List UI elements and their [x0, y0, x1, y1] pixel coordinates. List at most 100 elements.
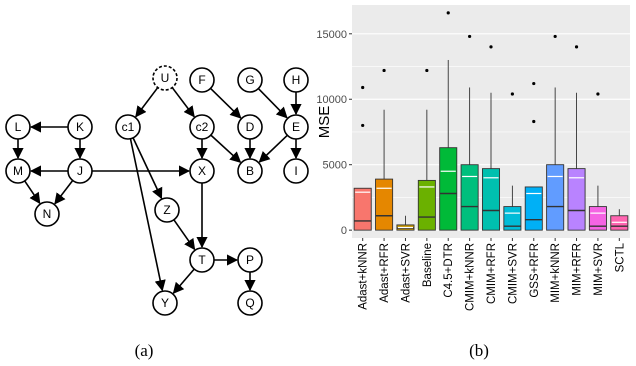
outlier-point: [382, 68, 386, 73]
node-g: G: [237, 67, 263, 93]
node-label-j: J: [77, 164, 83, 178]
y-axis-ticks: 0 5000 10000 15000: [316, 29, 352, 237]
outlier-point: [446, 11, 450, 15]
y-tick-label: 5000: [323, 160, 347, 172]
graph-edges: [12, 87, 302, 294]
box-adast-knnr: [353, 85, 372, 231]
node-label-g: G: [245, 73, 254, 87]
node-circle-y: [152, 290, 178, 316]
box-c4-5-dtr: [439, 11, 458, 231]
caption-a: (a): [135, 341, 154, 360]
edge-U-c2: [171, 87, 195, 118]
x-category-label: MIM+kNNR: [550, 243, 562, 303]
x-category-label: Adast+kNNR: [358, 243, 370, 310]
outlier-point: [361, 123, 365, 128]
outlier-point: [468, 34, 472, 39]
node-circle-h: [283, 67, 309, 93]
outlier-point: [489, 45, 493, 49]
outlier-point: [532, 119, 536, 124]
outlier-point: [574, 45, 579, 49]
edge-J-N: [54, 180, 74, 205]
node-b: B: [237, 158, 263, 184]
box-adast-svr: [396, 215, 415, 231]
box-body: [610, 215, 629, 231]
node-label-m: M: [13, 164, 23, 178]
node-j: J: [67, 158, 93, 184]
node-circle-u: [152, 65, 178, 91]
box-sctl: [610, 209, 629, 231]
box-adast-rfr: [375, 68, 394, 231]
edge-c2-B: [210, 134, 242, 163]
node-label-b: B: [246, 164, 254, 178]
node-q: Q: [237, 290, 263, 316]
edge-G-E: [257, 88, 288, 119]
node-d: D: [237, 114, 263, 140]
edge-T-Y: [172, 268, 195, 294]
x-category-label: MIM+RFR: [572, 243, 584, 296]
node-z: Z: [154, 197, 180, 223]
x-category-label: Baseline: [422, 243, 434, 287]
node-label-d: D: [246, 120, 255, 134]
y-tick-label: 0: [341, 225, 347, 237]
y-axis-label: MSE: [316, 106, 333, 139]
node-label-h: H: [292, 73, 301, 87]
node-i: I: [283, 158, 309, 184]
node-circle-j: [67, 158, 93, 184]
node-circle-f: [189, 67, 215, 93]
node-circle-c2: [189, 114, 215, 140]
node-h: H: [283, 67, 309, 93]
node-n: N: [34, 201, 60, 227]
edge-c1-Z: [132, 137, 163, 200]
edge-Z-T: [173, 219, 196, 251]
node-circle-c1: [115, 114, 141, 140]
node-circle-d: [237, 114, 263, 140]
node-circle-m: [5, 158, 31, 184]
node-circle-q: [237, 290, 263, 316]
node-label-e: E: [292, 120, 300, 134]
box-mim-svr: [588, 92, 607, 231]
node-label-n: N: [43, 207, 52, 221]
box-body: [481, 168, 501, 231]
x-category-label: Adast+SVR: [400, 243, 412, 303]
box-body: [417, 179, 436, 231]
node-c2: c2: [189, 114, 215, 140]
outlier-point: [510, 92, 514, 96]
x-category-label: CMIM+kNNR: [465, 243, 477, 311]
node-circle-z: [154, 197, 180, 223]
node-k: K: [67, 114, 93, 140]
x-category-label: CMIM+RFR: [486, 243, 498, 304]
box-body: [503, 206, 522, 231]
node-p: P: [237, 247, 263, 273]
box-body: [375, 178, 394, 231]
node-circle-t: [189, 247, 215, 273]
box-series: [353, 11, 629, 231]
box-body: [546, 164, 565, 231]
node-c1: c1: [115, 114, 141, 140]
outlier-point: [361, 85, 365, 90]
box-body: [460, 164, 479, 231]
node-u: U: [152, 65, 178, 91]
node-x: X: [189, 158, 215, 184]
x-category-label: Adast+RFR: [379, 243, 391, 303]
node-label-p: P: [246, 253, 254, 267]
box-cmim-svr: [503, 92, 522, 231]
node-label-q: Q: [245, 296, 254, 310]
y-tick-label: 10000: [316, 94, 347, 106]
box-mim-knnr: [546, 34, 565, 231]
node-circle-b: [237, 158, 263, 184]
node-circle-x: [189, 158, 215, 184]
box-body: [567, 168, 586, 231]
edge-F-D: [210, 87, 242, 119]
outlier-point: [532, 81, 536, 86]
edge-c1-Y: [129, 138, 166, 292]
node-circle-n: [34, 201, 60, 227]
node-f: F: [189, 67, 215, 93]
node-label-c1: c1: [122, 120, 135, 134]
node-circle-p: [237, 247, 263, 273]
outlier-point: [596, 92, 600, 96]
node-label-z: Z: [163, 203, 170, 217]
node-m: M: [5, 158, 31, 184]
